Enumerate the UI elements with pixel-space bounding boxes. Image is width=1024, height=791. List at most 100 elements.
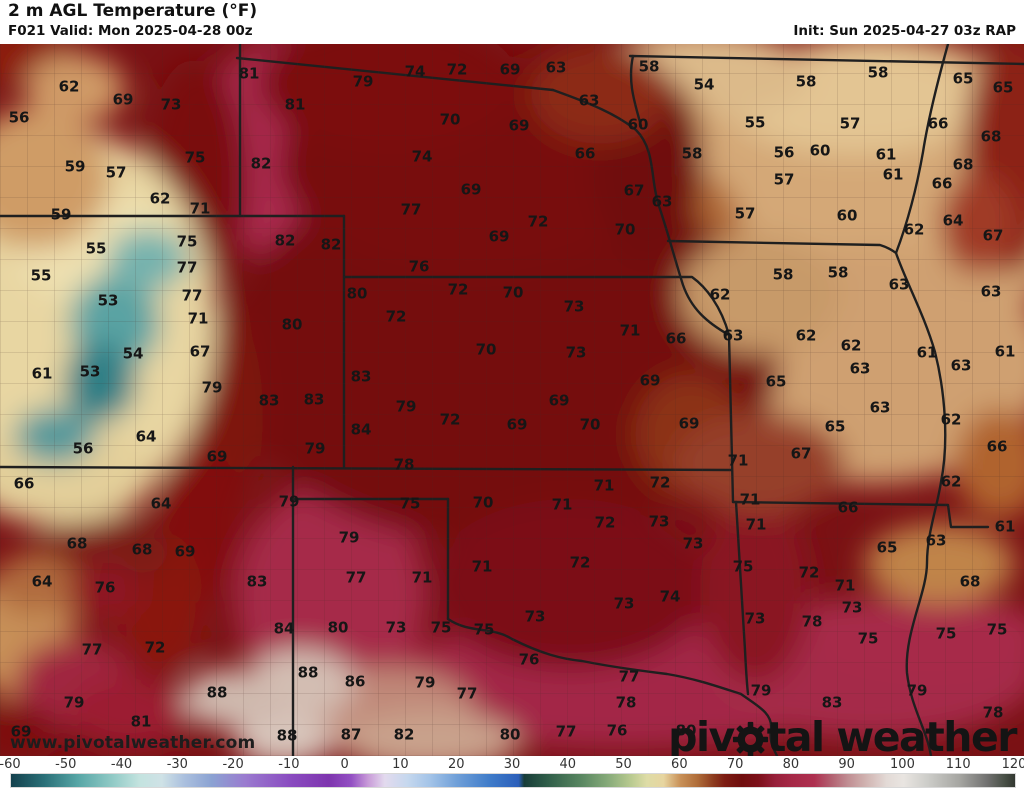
station-value: 60 — [836, 206, 858, 225]
station-value: 75 — [857, 629, 879, 648]
colorbar-tick-label: 0 — [340, 757, 349, 772]
station-value: 67 — [982, 226, 1004, 245]
station-value: 64 — [135, 427, 157, 446]
station-value: 62 — [795, 326, 817, 345]
station-value: 62 — [709, 285, 731, 304]
colorbar-gradient — [10, 773, 1016, 788]
station-value: 80 — [499, 725, 521, 744]
station-value: 61 — [994, 517, 1016, 536]
station-value: 61 — [31, 364, 53, 383]
station-value: 62 — [840, 336, 862, 355]
station-value: 74 — [659, 587, 681, 606]
station-value: 71 — [739, 490, 761, 509]
station-value: 66 — [665, 329, 687, 348]
station-value: 69 — [488, 227, 510, 246]
station-value: 83 — [258, 391, 280, 410]
station-value: 54 — [122, 344, 144, 363]
station-value: 55 — [85, 239, 107, 258]
station-value: 60 — [627, 115, 649, 134]
header-meta: F021 Valid: Mon 2025-04-28 00z Init: Sun… — [8, 23, 1016, 39]
station-value: 76 — [606, 721, 628, 740]
colorbar-tick-label: 100 — [890, 757, 915, 772]
colorbar-tick-label: 10 — [392, 757, 409, 772]
colorbar-tick-label: -20 — [222, 757, 244, 772]
colorbar-ticks: -60 -50 -40 -30 -20 -10 0 10 20 30 40 50 60 70 80 90 100… — [0, 756, 1024, 772]
station-value: 73 — [613, 594, 635, 613]
station-value: 58 — [795, 72, 817, 91]
station-value: 71 — [727, 451, 749, 470]
station-value: 67 — [189, 342, 211, 361]
station-value: 66 — [13, 474, 35, 493]
station-value: 87 — [340, 725, 362, 744]
station-value: 86 — [344, 672, 366, 691]
colorbar-tick-label: 40 — [559, 757, 577, 772]
station-value: 61 — [875, 145, 897, 164]
station-value: 68 — [66, 534, 88, 553]
station-value: 78 — [801, 612, 823, 631]
station-value: 68 — [131, 540, 153, 559]
station-value: 55 — [744, 113, 766, 132]
colorbar-tick-label: 80 — [782, 757, 800, 772]
station-value: 70 — [579, 415, 601, 434]
station-value: 62 — [58, 77, 80, 96]
station-value: 74 — [404, 62, 426, 81]
station-value: 62 — [940, 410, 962, 429]
station-value: 73 — [648, 512, 670, 531]
station-value: 63 — [578, 91, 600, 110]
station-value: 72 — [447, 280, 469, 299]
station-value: 88 — [276, 726, 298, 745]
station-value: 75 — [176, 232, 198, 251]
station-value: 83 — [303, 390, 325, 409]
station-value: 69 — [506, 415, 528, 434]
colorbar-tick-label: 70 — [726, 757, 744, 772]
colorbar-tick-label: -40 — [110, 757, 133, 772]
colorbar-tick-label: -30 — [166, 757, 188, 772]
station-value: 71 — [745, 515, 767, 534]
station-value: 62 — [903, 220, 925, 239]
station-value: 69 — [639, 371, 661, 390]
station-value: 79 — [352, 72, 374, 91]
station-value: 84 — [273, 619, 295, 638]
station-value: 77 — [181, 286, 203, 305]
colorbar-tick-label: 30 — [503, 757, 521, 772]
station-value: 58 — [681, 144, 703, 163]
station-value: 76 — [408, 257, 430, 276]
colorbar-tick-label: 20 — [447, 757, 465, 772]
station-value: 77 — [345, 568, 367, 587]
station-value: 76 — [518, 650, 540, 669]
station-value: 66 — [986, 437, 1008, 456]
station-value: 78 — [982, 703, 1004, 722]
station-value: 75 — [399, 494, 421, 513]
station-value: 82 — [274, 231, 296, 250]
station-value: 64 — [942, 211, 964, 230]
station-value: 72 — [385, 307, 407, 326]
init-time-label: Init: Sun 2025-04-27 03z RAP — [793, 23, 1016, 39]
station-value: 59 — [64, 157, 86, 176]
station-value: 55 — [30, 266, 52, 285]
station-value: 66 — [927, 114, 949, 133]
station-value: 79 — [395, 397, 417, 416]
station-value: 63 — [950, 356, 972, 375]
station-value: 62 — [940, 472, 962, 491]
station-value: 84 — [350, 420, 372, 439]
valid-time-label: F021 Valid: Mon 2025-04-28 00z — [8, 23, 253, 39]
state-borders — [0, 44, 1024, 756]
station-value: 79 — [63, 693, 85, 712]
station-value: 58 — [638, 57, 660, 76]
station-value: 58 — [827, 263, 849, 282]
station-value: 70 — [439, 110, 461, 129]
colorbar-tick-label: 120 — [1001, 757, 1024, 772]
station-value: 75 — [473, 620, 495, 639]
station-value: 71 — [411, 568, 433, 587]
station-value: 68 — [959, 572, 981, 591]
station-value: 79 — [201, 378, 223, 397]
station-value: 82 — [393, 725, 415, 744]
station-value: 81 — [284, 95, 306, 114]
station-value: 72 — [144, 638, 166, 657]
station-value: 72 — [527, 212, 549, 231]
station-value: 69 — [499, 60, 521, 79]
station-value: 80 — [327, 618, 349, 637]
station-value: 71 — [189, 199, 211, 218]
station-value: 75 — [184, 148, 206, 167]
